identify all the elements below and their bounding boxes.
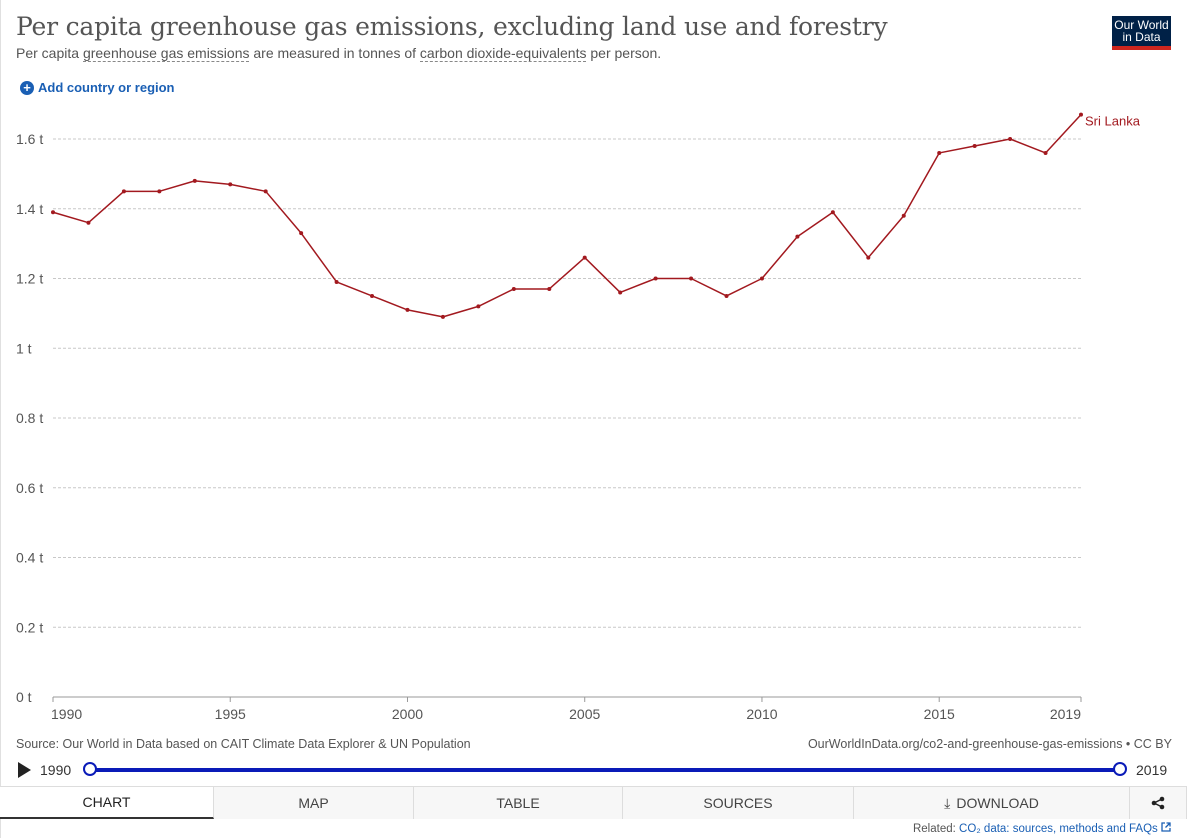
x-axis: 1990 1995 2000 2005 2010 2015 2019 [51,696,1082,722]
related-prefix: Related: [912,823,960,835]
related-note: Related: CO₂ data: sources, methods and … [913,822,1171,835]
data-point [972,143,977,148]
timeline-track[interactable] [90,768,1120,772]
add-country-button[interactable]: + Add country or region [20,80,175,95]
x-tick-label: 2000 [392,706,423,722]
logo-line-2: in Data [1122,30,1161,44]
x-tick-label: 2005 [569,706,600,722]
x-tick-label: 1990 [51,706,82,722]
data-point [759,276,764,281]
x-tick-label: 2015 [924,706,955,722]
data-point [618,290,623,295]
tab-table[interactable]: Table [414,787,623,819]
logo-line-1: Our World [1114,18,1169,32]
tab-chart[interactable]: Chart [0,787,214,819]
x-tick-label: 2010 [746,706,777,722]
timeline-end-year: 2019 [1136,762,1168,778]
data-point [511,286,516,291]
play-icon[interactable] [18,762,31,778]
chart-title: Per capita greenhouse gas emissions, exc… [16,12,888,41]
data-point [866,255,871,260]
y-tick-label: 1.4 t [16,201,43,217]
series-label: Sri Lanka [1085,114,1141,129]
data-point [689,276,694,281]
ghg-definition-link[interactable]: greenhouse gas emissions [82,45,250,62]
data-point [51,210,55,215]
tab-download-label: Download [956,795,1039,811]
chart-subtitle: Per capita greenhouse gas emissions are … [16,45,662,62]
data-point [86,220,91,225]
y-tick-label: 0.6 t [16,480,43,496]
y-tick-label: 0.4 t [16,550,43,566]
tab-download[interactable]: ⤓ Download [854,787,1130,819]
y-tick-label: 1.2 t [16,271,43,287]
data-point [440,314,445,319]
x-tick-label: 1995 [215,706,246,722]
y-tick-label: 1.6 t [16,131,43,147]
data-point [901,213,906,218]
data-point [192,178,197,183]
data-point [547,286,552,291]
y-tick-label: 0.2 t [16,619,43,635]
y-tick-label: 1 t [16,340,32,356]
series-line [52,114,1082,318]
data-point [405,307,410,312]
data-point [299,231,304,236]
subtitle-text-post: per person. [586,45,662,61]
grid-lines [53,138,1081,628]
plus-circle-icon: + [20,80,34,95]
data-point [263,189,268,194]
subtitle-text-mid: are measured in tonnes of [249,45,420,61]
share-button[interactable] [1130,787,1187,819]
data-point [653,276,658,281]
data-point [121,189,126,194]
owid-logo[interactable]: Our World in Data [1112,16,1171,50]
related-link[interactable]: CO₂ data: sources, methods and FAQs [959,823,1158,835]
add-country-label: Add country or region [38,80,175,95]
data-point [370,293,375,298]
tab-sources[interactable]: Sources [623,787,854,819]
external-link-icon [1161,822,1171,832]
data-point [1043,150,1048,155]
data-point [830,210,835,215]
source-url[interactable]: OurWorldInData.org/co2-and-greenhouse-ga… [807,737,1172,751]
timeline-end-handle[interactable] [1113,762,1127,776]
share-icon [1151,796,1165,810]
data-point [228,182,233,187]
data-point [157,189,162,194]
y-tick-label: 0 t [16,689,32,705]
source-note: Source: Our World in Data based on CAIT … [16,737,471,751]
data-point [1079,112,1083,117]
series-group: Sri Lanka [51,112,1141,319]
data-point [582,255,587,260]
timeline-start-handle[interactable] [83,762,97,776]
subtitle-text-pre: Per capita [16,45,83,61]
x-tick-label: 2019 [1050,706,1081,722]
co2e-definition-link[interactable]: carbon dioxide-equivalents [419,45,587,62]
tab-map[interactable]: Map [214,787,414,819]
data-point [476,304,481,309]
y-axis-ticks: 0 t 0.2 t 0.4 t 0.6 t 0.8 t 1 t 1.2 t 1.4 t 1.6 … [16,131,43,705]
timeline: 1990 2019 [0,758,1187,782]
data-point [795,234,800,239]
timeline-start-year: 1990 [40,762,72,778]
tab-bar: Chart Map Table Sources ⤓ Download [0,786,1187,819]
data-point [334,279,339,284]
data-point [1008,137,1013,141]
data-point [937,150,942,155]
y-tick-label: 0.8 t [16,410,43,426]
data-point [724,293,729,298]
line-chart: 0 t 0.2 t 0.4 t 0.6 t 0.8 t 1 t 1.2 t 1.4 t 1.6 … [16,112,1141,722]
download-icon: ⤓ [944,794,951,811]
